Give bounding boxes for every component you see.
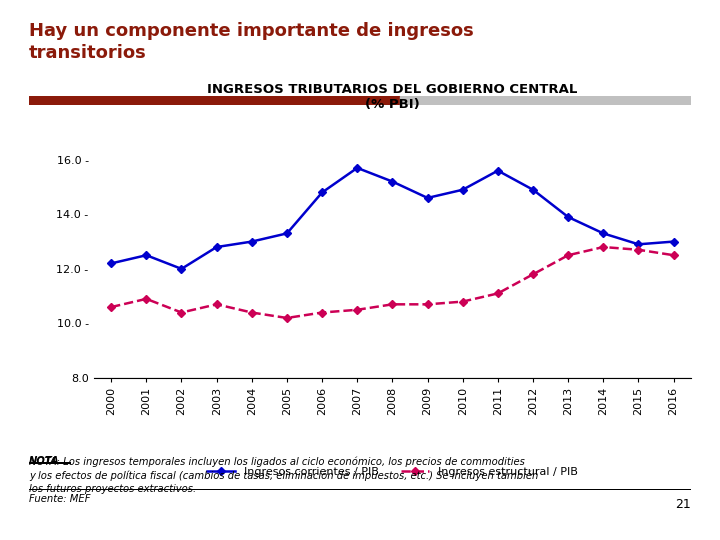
Ingresos estructural / PIB <box>142 295 150 302</box>
Line: Ingresos corrientes / PIB: Ingresos corrientes / PIB <box>108 165 677 272</box>
Ingresos estructural / PIB <box>423 301 432 308</box>
Ingresos corrientes / PIB <box>528 186 537 193</box>
Text: NOTA: Los ingresos temporales incluyen los ligados al ciclo económico, los preci: NOTA: Los ingresos temporales incluyen l… <box>29 456 538 494</box>
Ingresos estructural / PIB <box>564 252 572 259</box>
Ingresos estructural / PIB <box>212 301 221 308</box>
Title: INGRESOS TRIBUTARIOS DEL GOBIERNO CENTRAL
(% PBI): INGRESOS TRIBUTARIOS DEL GOBIERNO CENTRA… <box>207 83 577 111</box>
Ingresos corrientes / PIB <box>283 230 292 237</box>
Text: NOTA: NOTA <box>29 456 60 467</box>
Text: Fuente: MEF: Fuente: MEF <box>29 494 90 504</box>
Ingresos corrientes / PIB <box>388 178 397 185</box>
Ingresos estructural / PIB <box>528 271 537 278</box>
Ingresos estructural / PIB <box>107 304 115 310</box>
Ingresos estructural / PIB <box>283 315 292 321</box>
Ingresos estructural / PIB <box>318 309 326 316</box>
Ingresos corrientes / PIB <box>599 230 608 237</box>
Bar <box>29 96 400 105</box>
Ingresos corrientes / PIB <box>634 241 643 247</box>
Ingresos corrientes / PIB <box>493 167 502 174</box>
Ingresos estructural / PIB <box>670 252 678 259</box>
Text: 21: 21 <box>675 498 691 511</box>
Text: Hay un componente importante de ingresos
transitorios: Hay un componente importante de ingresos… <box>29 22 474 62</box>
Ingresos corrientes / PIB <box>212 244 221 250</box>
Ingresos corrientes / PIB <box>353 165 361 171</box>
Ingresos corrientes / PIB <box>670 238 678 245</box>
Ingresos estructural / PIB <box>248 309 256 316</box>
Ingresos estructural / PIB <box>353 307 361 313</box>
Ingresos estructural / PIB <box>493 290 502 296</box>
Legend: Ingresos corrientes / PIB, Ingresos estructural / PIB: Ingresos corrientes / PIB, Ingresos estr… <box>203 462 582 481</box>
Bar <box>400 96 691 105</box>
Ingresos corrientes / PIB <box>318 189 326 195</box>
Ingresos corrientes / PIB <box>142 252 150 259</box>
Ingresos estructural / PIB <box>634 247 643 253</box>
Line: Ingresos estructural / PIB: Ingresos estructural / PIB <box>108 244 677 321</box>
Ingresos corrientes / PIB <box>564 214 572 220</box>
Ingresos estructural / PIB <box>177 309 186 316</box>
Ingresos estructural / PIB <box>459 299 467 305</box>
Ingresos corrientes / PIB <box>177 266 186 272</box>
Ingresos corrientes / PIB <box>107 260 115 267</box>
Ingresos corrientes / PIB <box>459 186 467 193</box>
Ingresos corrientes / PIB <box>248 238 256 245</box>
Ingresos estructural / PIB <box>388 301 397 308</box>
Ingresos corrientes / PIB <box>423 195 432 201</box>
Ingresos estructural / PIB <box>599 244 608 250</box>
